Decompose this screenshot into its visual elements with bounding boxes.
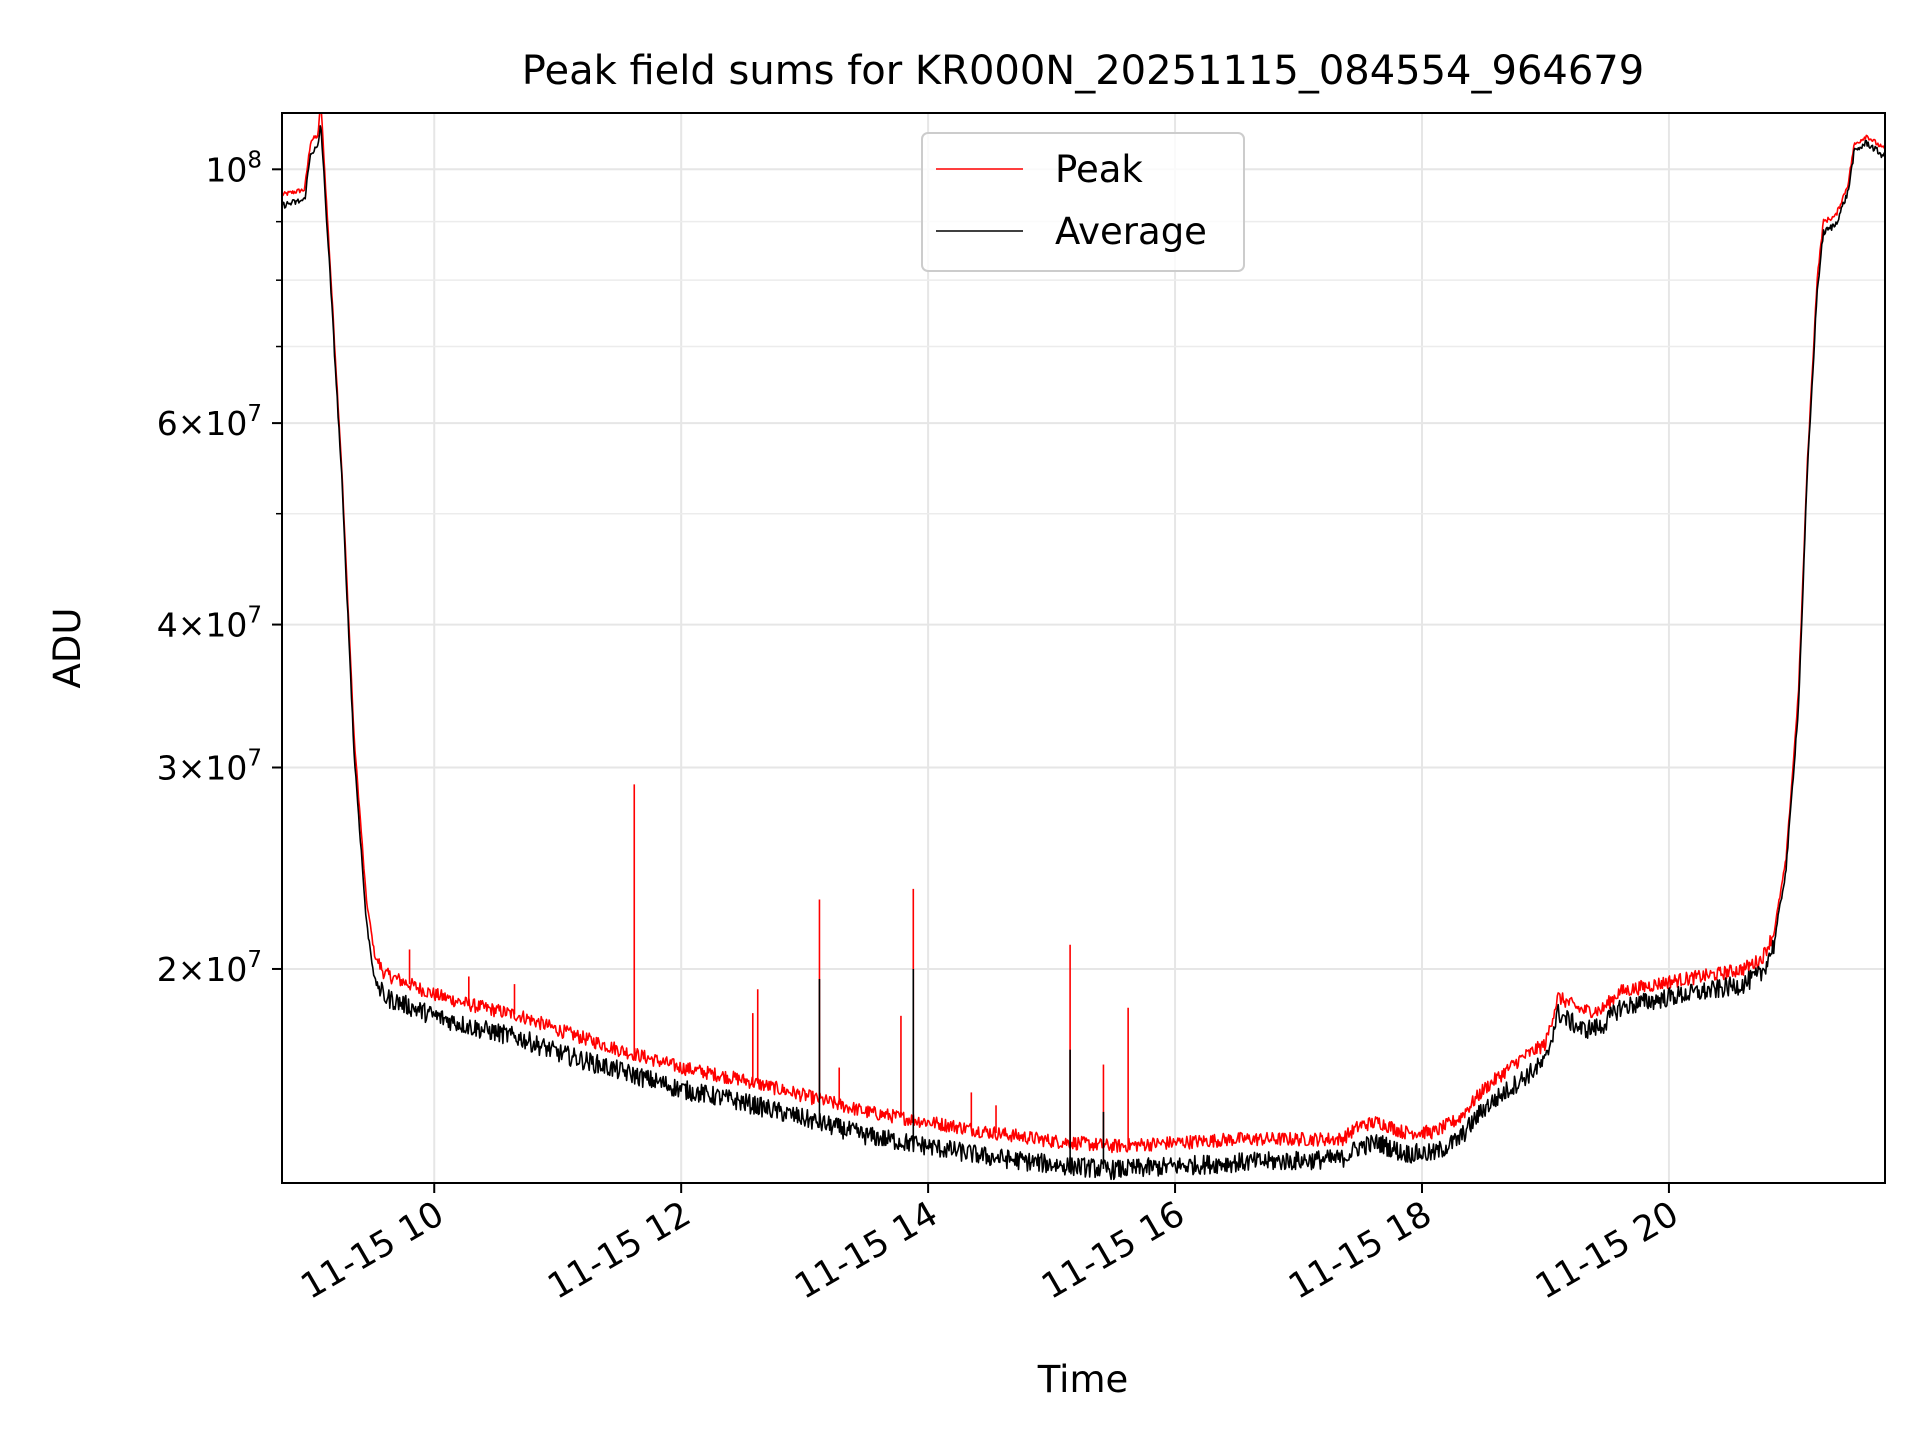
plot-area-frame	[281, 112, 1886, 1184]
legend-frame	[921, 132, 1245, 272]
y-tick-label: 4×107	[157, 603, 262, 645]
series-line-average	[282, 125, 1885, 1181]
chart-title: Peak field sums for KR000N_20251115_0845…	[522, 48, 1644, 94]
y-tick-label: 3×107	[157, 746, 262, 788]
legend-label-peak: Peak	[1055, 148, 1143, 191]
y-tick-label: 2×107	[157, 947, 262, 989]
series-lines	[282, 113, 1885, 1181]
series-line-peak	[282, 113, 1885, 1154]
legend-label-average: Average	[1055, 210, 1207, 253]
legend: Peak Average	[921, 132, 1245, 272]
y-tick-label: 108	[205, 147, 262, 189]
y-axis-label: ADU	[46, 608, 89, 689]
y-tick-label: 6×107	[157, 401, 262, 443]
x-axis-label: Time	[1037, 1358, 1129, 1401]
